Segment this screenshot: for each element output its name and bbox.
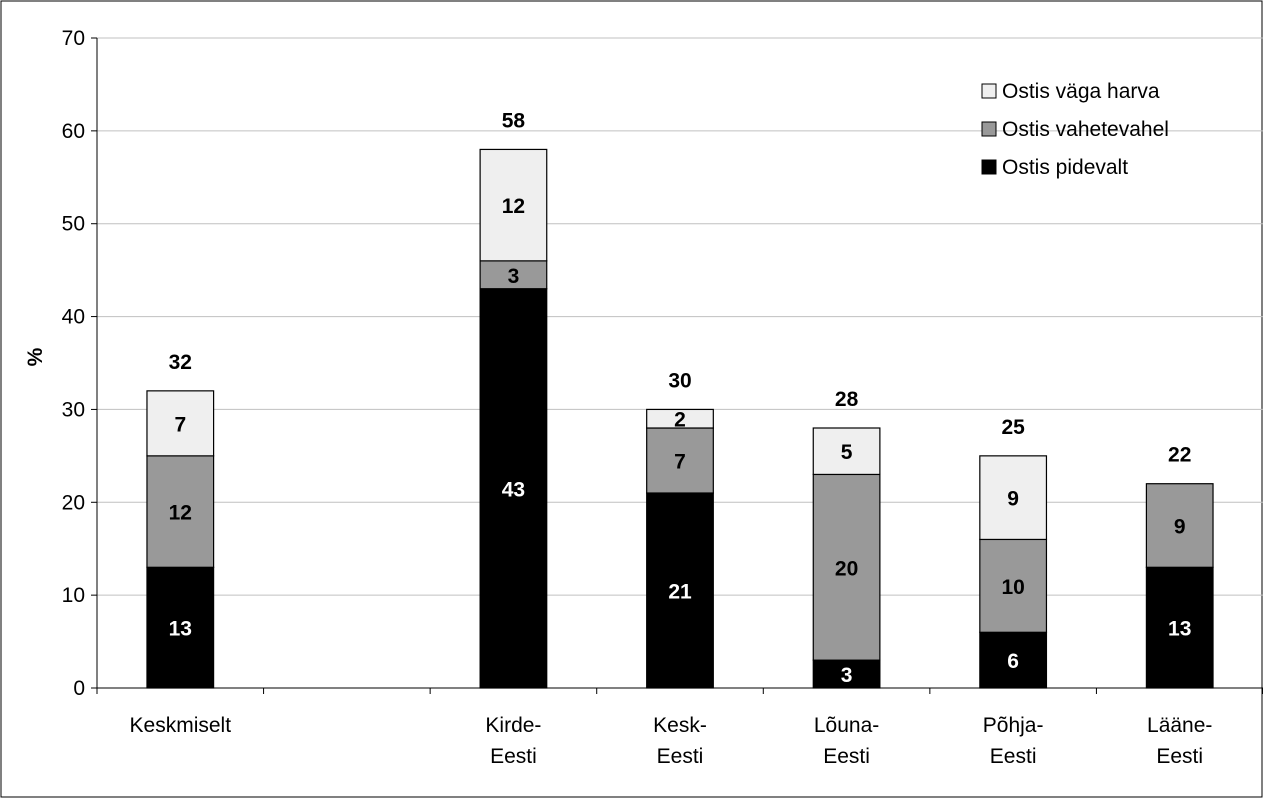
segment-value-label: 12	[169, 502, 192, 525]
segment-value-label: 9	[1007, 488, 1019, 511]
x-category-label: Lääne-Eesti	[1147, 714, 1212, 768]
axes: 0 10 20 30 40 50 60 70 Keskmiselt Kirde-Eesti Kesk…	[62, 27, 1263, 768]
segment-value-label: 9	[1174, 516, 1186, 539]
legend-swatch	[981, 83, 997, 99]
segment-value-label: 3	[841, 664, 853, 687]
segment-value-label: 12	[502, 195, 525, 218]
x-category-label: Kesk-Eesti	[653, 714, 707, 768]
y-tick-label: 50	[62, 213, 85, 236]
y-tick-label: 70	[62, 27, 85, 50]
segment-value-label: 20	[835, 557, 858, 580]
bar-segment	[979, 455, 1048, 541]
segment-value-label: 21	[668, 581, 692, 604]
legend: Ostis väga harva Ostis vahetevahel Ostis p…	[981, 80, 1169, 179]
x-category-label: Põhja-Eesti	[983, 714, 1044, 768]
bar-segment	[646, 492, 714, 689]
y-tick-label: 20	[62, 491, 85, 514]
y-tick-label: 0	[73, 677, 85, 700]
bar-segment	[146, 566, 215, 689]
segment-value-label: 3	[508, 265, 520, 288]
legend-swatch	[981, 121, 997, 137]
total-value-label: 32	[169, 351, 192, 374]
bar-segment	[979, 631, 1048, 689]
y-tick-label: 30	[62, 398, 85, 421]
segment-value-label: 7	[674, 451, 686, 474]
bar-segment	[646, 427, 714, 494]
legend-label: Ostis väga harva	[1002, 80, 1160, 103]
bar-segment	[479, 148, 548, 262]
total-value-label: 30	[668, 369, 691, 392]
segment-value-label: 7	[174, 413, 186, 436]
bar-segment	[1145, 483, 1214, 568]
segment-value-label: 6	[1007, 650, 1019, 673]
segment-value-label: 2	[674, 409, 686, 432]
x-category-label: Lõuna-Eesti	[814, 714, 879, 768]
segment-value-label: 13	[1168, 618, 1191, 641]
total-value-label: 28	[835, 388, 859, 411]
total-value-label: 58	[502, 109, 526, 132]
y-axis-title: %	[24, 347, 47, 366]
total-value-label: 25	[1001, 416, 1025, 439]
y-tick-label: 10	[62, 584, 85, 607]
bar-segment	[646, 408, 714, 429]
y-tick-label: 40	[62, 306, 85, 329]
bar-segment	[812, 473, 881, 661]
bar-segment	[146, 455, 215, 568]
x-category-label: Kirde-Eesti	[485, 714, 541, 768]
total-value-label: 22	[1168, 444, 1191, 467]
bars	[146, 148, 1214, 689]
legend-swatch	[981, 159, 997, 175]
y-tick-label: 60	[62, 120, 85, 143]
segment-value-label: 13	[169, 618, 192, 641]
data-labels: 13 12 7 32 43 3 12 58 21 7 2 30 3 20 5 28 6 10 9 25 13 9 22	[169, 109, 1192, 687]
bar-segment	[146, 390, 215, 457]
segment-value-label: 43	[502, 478, 525, 501]
bar-segment	[1145, 566, 1214, 689]
legend-label: Ostis vahetevahel	[1002, 118, 1169, 141]
bar-segment	[479, 260, 548, 290]
legend-label: Ostis pidevalt	[1002, 156, 1128, 179]
bar-segment	[479, 288, 548, 689]
gridlines	[97, 37, 1263, 596]
bar-segment	[812, 659, 881, 689]
segment-value-label: 10	[1001, 576, 1024, 599]
segment-value-label: 5	[841, 441, 853, 464]
x-category-label: Keskmiselt	[130, 714, 232, 737]
bar-segment	[812, 427, 881, 476]
